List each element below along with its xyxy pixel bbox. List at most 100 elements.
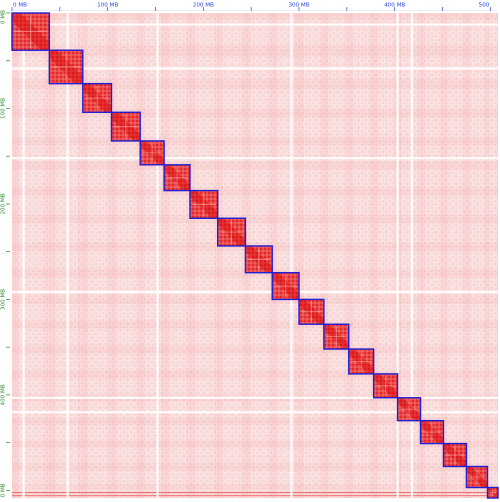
block-outline (442, 442, 468, 468)
stripe-v-3 (111, 13, 117, 498)
stripe-h-18 (12, 487, 498, 490)
stripe-v2-10 (320, 13, 324, 498)
block-outline (396, 397, 422, 422)
scaffold-block-11[interactable] (298, 298, 325, 325)
unplaced-row (12, 492, 498, 494)
stripe-v-16 (443, 13, 448, 498)
y-axis: 0 MB 100 MB 200 MB 300 MB 400 MB 0 MB (1, 10, 10, 497)
stripe-v2-7 (241, 13, 246, 498)
scaffold-block-4[interactable] (110, 111, 141, 142)
scaffold-block-10[interactable] (271, 271, 300, 301)
scaffold-block-9[interactable] (244, 245, 273, 274)
stripe-h2-14 (12, 417, 498, 421)
gap-v-5 (410, 13, 414, 498)
scaffold-block-19[interactable] (486, 486, 499, 499)
y-tick-label: 0 MB (1, 10, 7, 24)
scaffold-block-14[interactable] (372, 373, 399, 399)
scaffold-block-16[interactable] (419, 419, 445, 445)
y-tick-label: 200 MB (1, 193, 7, 214)
stripe-h-10 (12, 299, 498, 304)
block-outline (216, 217, 247, 247)
stripe-v-5 (164, 13, 169, 498)
block-outline (323, 323, 350, 350)
block-outline (189, 189, 219, 219)
stripe-h-15 (12, 420, 498, 425)
stripe-h2-2 (12, 108, 498, 113)
unplaced-row-2 (12, 495, 498, 497)
block-outline (271, 271, 300, 301)
y-tick-label: 400 MB (1, 384, 7, 405)
scaffold-block-8[interactable] (216, 217, 247, 247)
stripe-v2-1 (78, 13, 83, 498)
stripe-h2-4 (12, 161, 498, 165)
stripe-h2-3 (12, 136, 498, 141)
gap-h-0 (12, 23, 498, 26)
block-outline (11, 12, 51, 51)
block-outline (163, 164, 191, 192)
x-tick-label: 0 MB (13, 3, 27, 9)
stripe-h-13 (12, 373, 498, 379)
gap-v-4 (396, 13, 399, 498)
scaffold-block-18[interactable] (465, 465, 489, 489)
stripe-h-14 (12, 397, 498, 402)
stripe-h-16 (12, 443, 498, 448)
stripe-v2-2 (107, 13, 112, 498)
stripe-v-10 (299, 13, 304, 498)
x-tick-label: 300 MB (288, 3, 309, 9)
stripe-v2-18 (496, 13, 498, 498)
gap-v-0 (22, 13, 25, 498)
stripe-h2-15 (12, 440, 498, 444)
stripe-v2-15 (440, 13, 444, 498)
scaffold-block-1[interactable] (11, 12, 51, 51)
x-tick-label: 200 MB (193, 3, 214, 9)
block-outline (298, 298, 325, 325)
stripe-v2-0 (44, 13, 50, 498)
scaffold-block-2[interactable] (48, 49, 84, 85)
heatmap-gaps (12, 13, 498, 498)
gap-h-3 (12, 290, 498, 293)
stripe-h-6 (12, 190, 498, 196)
stripe-h2-10 (12, 320, 498, 325)
stripe-h-2 (12, 83, 498, 89)
heatmap-area[interactable] (11, 12, 499, 499)
stripe-h2-7 (12, 242, 498, 246)
stripe-h-0 (12, 13, 498, 20)
stripe-v2-6 (213, 13, 218, 498)
stripe-v2-4 (160, 13, 165, 498)
stripe-h2-13 (12, 394, 498, 398)
stripe-v-7 (217, 13, 223, 498)
stripe-v-2 (82, 13, 88, 498)
gap-v-2 (156, 13, 159, 498)
gap-v-3 (290, 13, 293, 498)
stripe-v2-12 (370, 13, 374, 498)
x-tick-label: 100 MB (97, 3, 118, 9)
block-outline (139, 140, 165, 166)
scaffold-block-3[interactable] (82, 82, 113, 113)
scaffold-block-17[interactable] (442, 442, 468, 468)
stripe-h2-12 (12, 370, 498, 374)
stripe-h2-17 (12, 484, 498, 488)
stripe-v-11 (323, 13, 329, 498)
scaffold-block-12[interactable] (323, 323, 350, 350)
gap-h-1 (12, 67, 498, 70)
block-outline (372, 373, 399, 399)
stripe-h-9 (12, 272, 498, 278)
stripe-h-5 (12, 164, 498, 170)
stripe-v-6 (189, 13, 195, 498)
stripe-v2-3 (136, 13, 141, 498)
stripe-v-14 (397, 13, 402, 498)
stripe-v-17 (466, 13, 471, 498)
stripe-h2-5 (12, 186, 498, 191)
stripe-v2-5 (186, 13, 190, 498)
block-outline (82, 82, 113, 113)
stripe-v-12 (348, 13, 354, 498)
scaffold-block-6[interactable] (163, 164, 191, 192)
scaffold-block-5[interactable] (139, 140, 165, 166)
block-outline (48, 49, 84, 85)
scaffold-block-15[interactable] (396, 397, 422, 422)
stripe-v2-9 (295, 13, 300, 498)
stripe-v-1 (49, 13, 56, 498)
scaffold-block-7[interactable] (189, 189, 219, 219)
scaffold-block-13[interactable] (348, 348, 375, 375)
